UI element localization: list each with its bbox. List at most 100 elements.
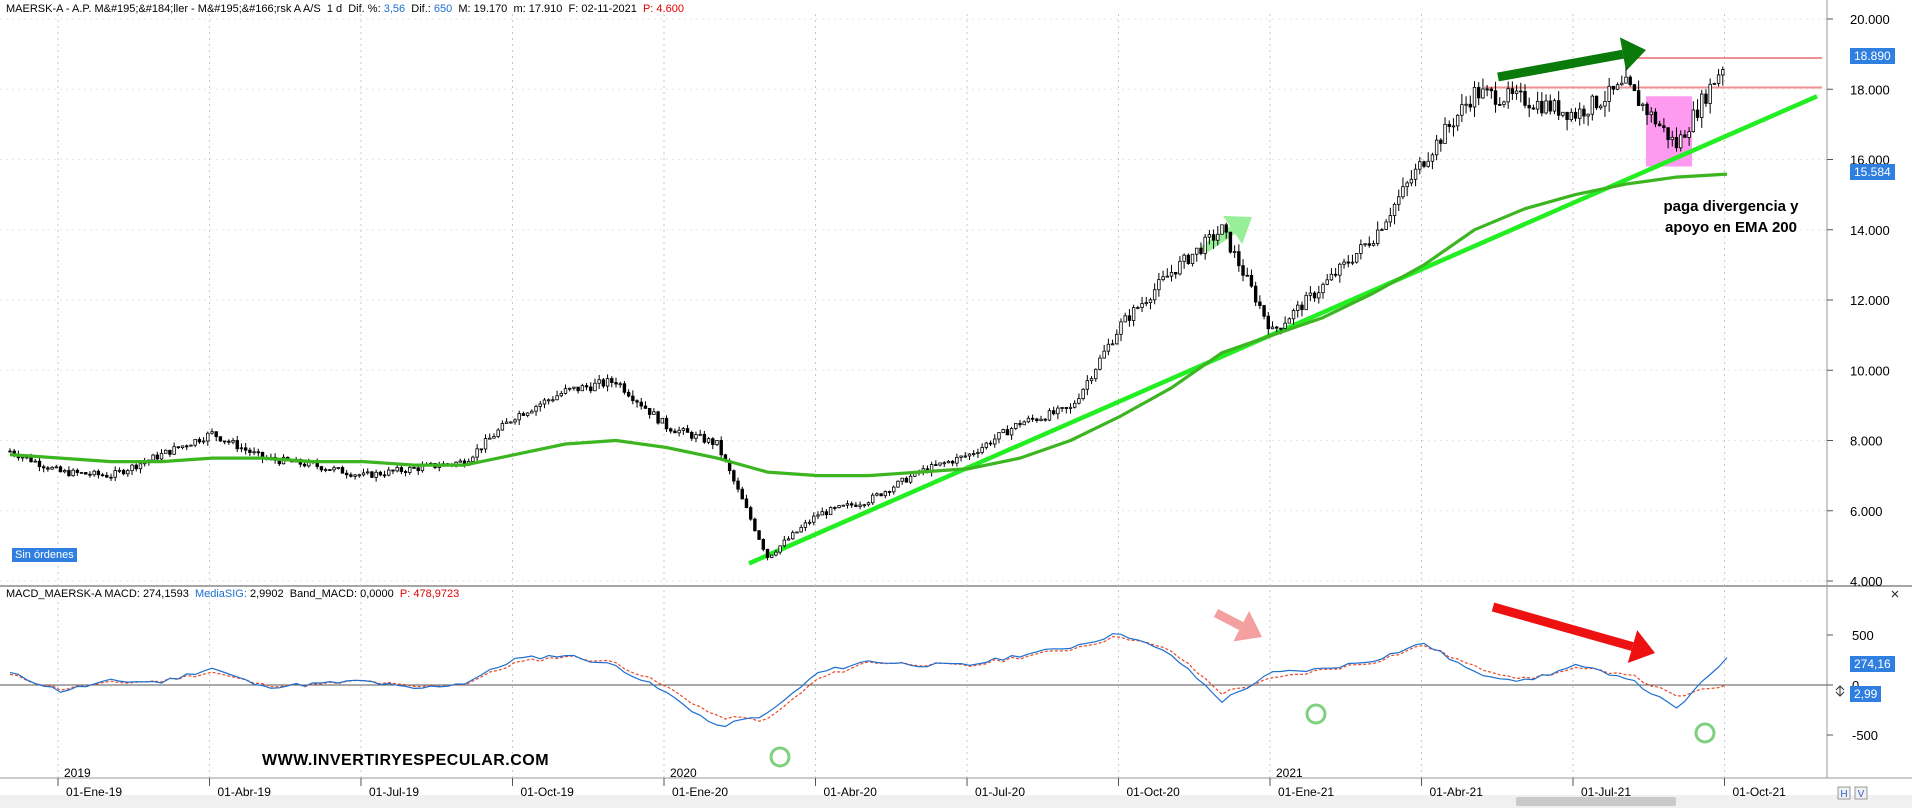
candle-body xyxy=(1569,111,1573,121)
macd-header: MACD_MAERSK-A MACD: 274,1593 MediaSIG: 2… xyxy=(6,588,459,600)
macd-impulse-arrow-shaft xyxy=(1213,609,1244,631)
candle-body xyxy=(908,475,913,483)
candle-body xyxy=(1253,285,1258,303)
candle-body xyxy=(1068,406,1073,409)
signal-label: MediaSIG: xyxy=(194,588,247,600)
vertical-scroll-icon[interactable]: V xyxy=(1854,786,1868,800)
candle-body xyxy=(1691,109,1696,133)
candle-body xyxy=(1186,254,1191,264)
candle-body xyxy=(1216,233,1220,241)
candle-body xyxy=(8,450,12,453)
candle-body xyxy=(1455,114,1460,127)
candle-body xyxy=(1565,111,1569,121)
candle-body xyxy=(875,493,879,496)
candle-body xyxy=(887,491,892,493)
candle-body xyxy=(799,526,803,533)
x-tick-label: 01-Abr-20 xyxy=(824,785,878,799)
candle-body xyxy=(387,469,391,476)
macd-y-tick-label: -500 xyxy=(1852,728,1878,743)
candle-body xyxy=(100,474,105,477)
interval: 1 d xyxy=(326,3,343,15)
candle-body xyxy=(1363,243,1367,246)
candle-body xyxy=(336,467,340,469)
candle-body xyxy=(1523,91,1527,106)
candle-body xyxy=(1178,260,1182,275)
candle-body xyxy=(1195,247,1199,255)
candle-body xyxy=(1245,274,1249,277)
candle-body xyxy=(879,493,883,497)
y-tick-label: 18.000 xyxy=(1850,82,1890,97)
candle-body xyxy=(946,460,951,464)
candle-body xyxy=(559,393,563,397)
candle-body xyxy=(1359,244,1363,254)
candle-body xyxy=(892,486,896,493)
candle-body xyxy=(685,428,690,433)
candle-body xyxy=(1325,279,1329,285)
candle-body xyxy=(1384,221,1388,230)
candle-body xyxy=(1161,276,1165,281)
horizontal-scroll-icon[interactable]: H xyxy=(1837,786,1851,800)
candle-body xyxy=(984,442,989,448)
candle-body xyxy=(471,456,475,462)
candle-body xyxy=(1266,315,1270,330)
x-tick-label: 01-Jul-21 xyxy=(1581,785,1631,799)
candle-body xyxy=(1346,261,1350,264)
candle-body xyxy=(1628,76,1632,86)
candle-body xyxy=(1110,343,1115,346)
candle-body xyxy=(1472,86,1477,108)
macd-close-icon[interactable] xyxy=(1891,590,1899,598)
candle-body xyxy=(517,413,521,421)
candle-body xyxy=(1190,253,1195,264)
candle-body xyxy=(1413,168,1418,180)
candle-body xyxy=(248,449,252,453)
candle-body xyxy=(37,460,42,468)
candle-body xyxy=(580,385,585,392)
candle-body xyxy=(950,460,955,464)
candle-body xyxy=(1527,104,1531,109)
candle-body xyxy=(1262,305,1266,317)
candle-body xyxy=(1493,90,1498,105)
candle-body xyxy=(652,411,656,415)
macd-y-ticks: 500 0 -500 xyxy=(0,628,1878,743)
candle-body xyxy=(677,429,681,434)
candle-body xyxy=(1510,88,1515,94)
candle-body xyxy=(1354,253,1359,263)
candle-body xyxy=(660,417,664,424)
candle-body xyxy=(959,455,963,458)
candle-body xyxy=(605,378,610,387)
candle-body xyxy=(1051,410,1056,415)
scrollbar-thumb[interactable] xyxy=(1516,797,1676,806)
candle-body xyxy=(172,446,176,455)
candle-body xyxy=(513,419,517,423)
candle-body xyxy=(164,449,168,454)
candle-body xyxy=(54,466,58,469)
candle-body xyxy=(803,522,808,528)
x-tick-label: 01-Ene-19 xyxy=(66,785,122,799)
candle-body xyxy=(159,452,164,460)
candle-body xyxy=(820,511,824,516)
candle-body xyxy=(572,386,576,389)
y-tick-label: 20.000 xyxy=(1850,12,1890,27)
orders-status[interactable]: Sin órdenes xyxy=(12,548,77,562)
candle-body xyxy=(1544,100,1548,114)
candle-body xyxy=(757,530,761,540)
candle-body xyxy=(1489,88,1494,92)
y-tick-label: 16.000 xyxy=(1850,153,1890,168)
candle-body xyxy=(1624,76,1628,84)
candle-body xyxy=(551,399,555,402)
candle-body xyxy=(1380,229,1384,231)
price-impulse-arrow-head xyxy=(1223,215,1252,245)
candle-body xyxy=(79,472,84,474)
candle-body xyxy=(1451,125,1456,128)
x-tick-label: 01-Ene-20 xyxy=(672,785,728,799)
candle-body xyxy=(1443,123,1447,144)
candle-body xyxy=(1009,428,1014,436)
candle-body xyxy=(631,395,635,402)
candle-body xyxy=(896,480,900,488)
candle-body xyxy=(1047,410,1052,421)
scrollbar-track[interactable] xyxy=(0,795,1912,808)
candle-body xyxy=(1468,103,1472,108)
candle-body xyxy=(1043,418,1047,421)
candle-body xyxy=(1674,136,1679,149)
candle-body xyxy=(778,545,782,553)
